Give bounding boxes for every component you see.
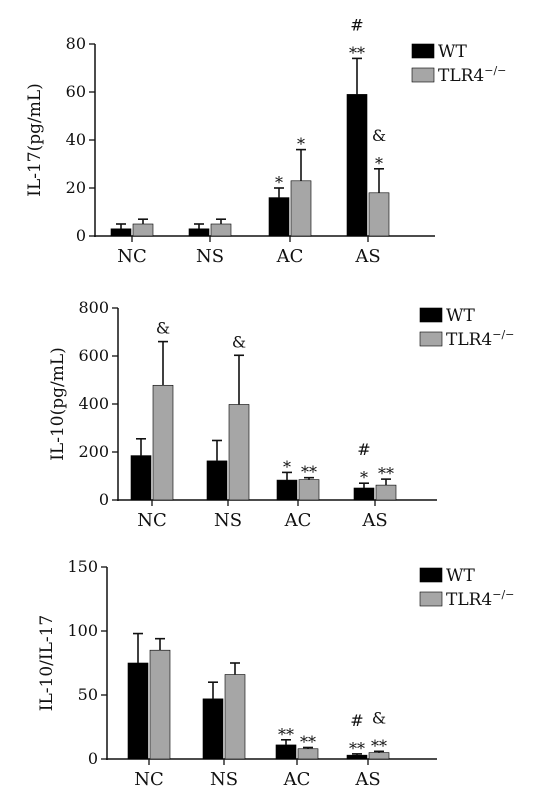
bar-nc-tlr4 — [132, 223, 154, 237]
significance-marker: & — [156, 319, 170, 338]
y-tick-label: 200 — [78, 442, 109, 461]
x-tick-label-as: AS — [354, 769, 380, 790]
y-tick-label: 400 — [78, 394, 109, 413]
bar-ac-wt — [275, 744, 297, 760]
y-tick-label: 800 — [78, 298, 109, 317]
bar-nc-wt — [130, 455, 152, 501]
y-tick-label: 60 — [66, 82, 86, 101]
bar-ns-wt — [188, 228, 210, 237]
legend-label-text: WT — [446, 306, 475, 326]
significance-marker: & — [372, 126, 386, 145]
legend-label-wt: WT — [446, 566, 475, 586]
legend-swatch-wt — [419, 567, 443, 583]
significance-marker: * — [297, 135, 305, 154]
legend-label-text: TLR4 — [438, 66, 484, 86]
y-tick-label: 600 — [78, 346, 109, 365]
significance-marker: ** — [378, 464, 394, 483]
legend-label-tlr4: TLR4−/− — [438, 64, 506, 86]
significance-marker: # — [350, 711, 363, 730]
bar-ns-tlr4 — [228, 404, 250, 501]
legend-swatch-tlr4 — [419, 331, 443, 347]
bar-nc-tlr4 — [152, 384, 174, 501]
y-axis-label: IL-17(pg/mL) — [25, 83, 45, 197]
significance-marker: ** — [349, 739, 365, 758]
y-tick-label: 100 — [67, 621, 98, 640]
significance-marker: ** — [300, 732, 316, 751]
x-tick-label-as: AS — [361, 510, 387, 531]
y-tick-label: 0 — [99, 490, 109, 509]
x-tick-label-ac: AC — [283, 769, 311, 790]
significance-marker: * — [375, 154, 383, 173]
significance-marker: & — [232, 332, 246, 351]
legend-label-text: WT — [446, 566, 475, 586]
significance-marker: ** — [301, 463, 317, 482]
legend-swatch-tlr4 — [411, 67, 435, 83]
legend-label-text: TLR4 — [446, 590, 492, 610]
x-tick-label-as: AS — [354, 246, 380, 267]
legend-label-tlr4: TLR4−/− — [446, 328, 514, 350]
bar-nc-wt — [127, 662, 149, 760]
bar-nc-tlr4 — [149, 649, 171, 760]
bar-ns-tlr4 — [224, 674, 246, 760]
y-tick-label: 50 — [78, 685, 98, 704]
x-tick-label-nc: NC — [137, 510, 167, 531]
x-tick-label-ns: NS — [196, 246, 224, 267]
legend-superscript: −/− — [492, 588, 514, 601]
y-tick-label: 150 — [67, 557, 98, 576]
legend-swatch-tlr4 — [419, 591, 443, 607]
x-tick-label-ns: NS — [214, 510, 242, 531]
significance-marker: # — [357, 440, 370, 459]
significance-marker: ** — [278, 725, 294, 744]
significance-marker: * — [283, 457, 291, 476]
bar-ac-tlr4 — [298, 479, 320, 501]
legend-swatch-wt — [419, 307, 443, 323]
bar-ac-wt — [268, 197, 290, 237]
bar-as-tlr4 — [375, 484, 397, 501]
y-tick-label: 0 — [76, 226, 86, 245]
legend-label-text: TLR4 — [446, 330, 492, 350]
bar-as-wt — [353, 487, 375, 501]
y-tick-label: 80 — [66, 34, 86, 53]
x-tick-label-ac: AC — [276, 246, 304, 267]
y-tick-label: 40 — [66, 130, 86, 149]
bar-ns-wt — [206, 460, 228, 501]
significance-marker: & — [372, 708, 386, 727]
x-tick-label-nc: NC — [117, 246, 147, 267]
legend-label-text: WT — [438, 42, 467, 62]
legend-superscript: −/− — [484, 64, 506, 77]
y-tick-label: 0 — [88, 749, 98, 768]
bar-ns-wt — [202, 698, 224, 760]
significance-marker: * — [360, 468, 368, 487]
x-tick-label-ac: AC — [284, 510, 312, 531]
legend-label-wt: WT — [438, 42, 467, 62]
x-tick-label-nc: NC — [134, 769, 164, 790]
legend-label-wt: WT — [446, 306, 475, 326]
legend-swatch-wt — [411, 43, 435, 59]
bar-ac-wt — [276, 479, 298, 501]
bar-ns-tlr4 — [210, 223, 232, 237]
x-tick-label-ns: NS — [210, 769, 238, 790]
y-axis-label: IL-10/IL-17 — [37, 615, 57, 712]
significance-marker: ** — [371, 736, 387, 755]
significance-marker: # — [350, 15, 363, 34]
bar-as-wt — [346, 94, 368, 237]
bar-nc-wt — [110, 228, 132, 237]
legend-label-tlr4: TLR4−/− — [446, 588, 514, 610]
significance-marker: ** — [349, 43, 365, 62]
bar-as-tlr4 — [368, 192, 390, 237]
y-axis-label: IL-10(pg/mL) — [48, 347, 68, 461]
bar-ac-tlr4 — [290, 180, 312, 237]
legend-superscript: −/− — [492, 328, 514, 341]
y-tick-label: 20 — [66, 178, 86, 197]
significance-marker: * — [275, 173, 283, 192]
